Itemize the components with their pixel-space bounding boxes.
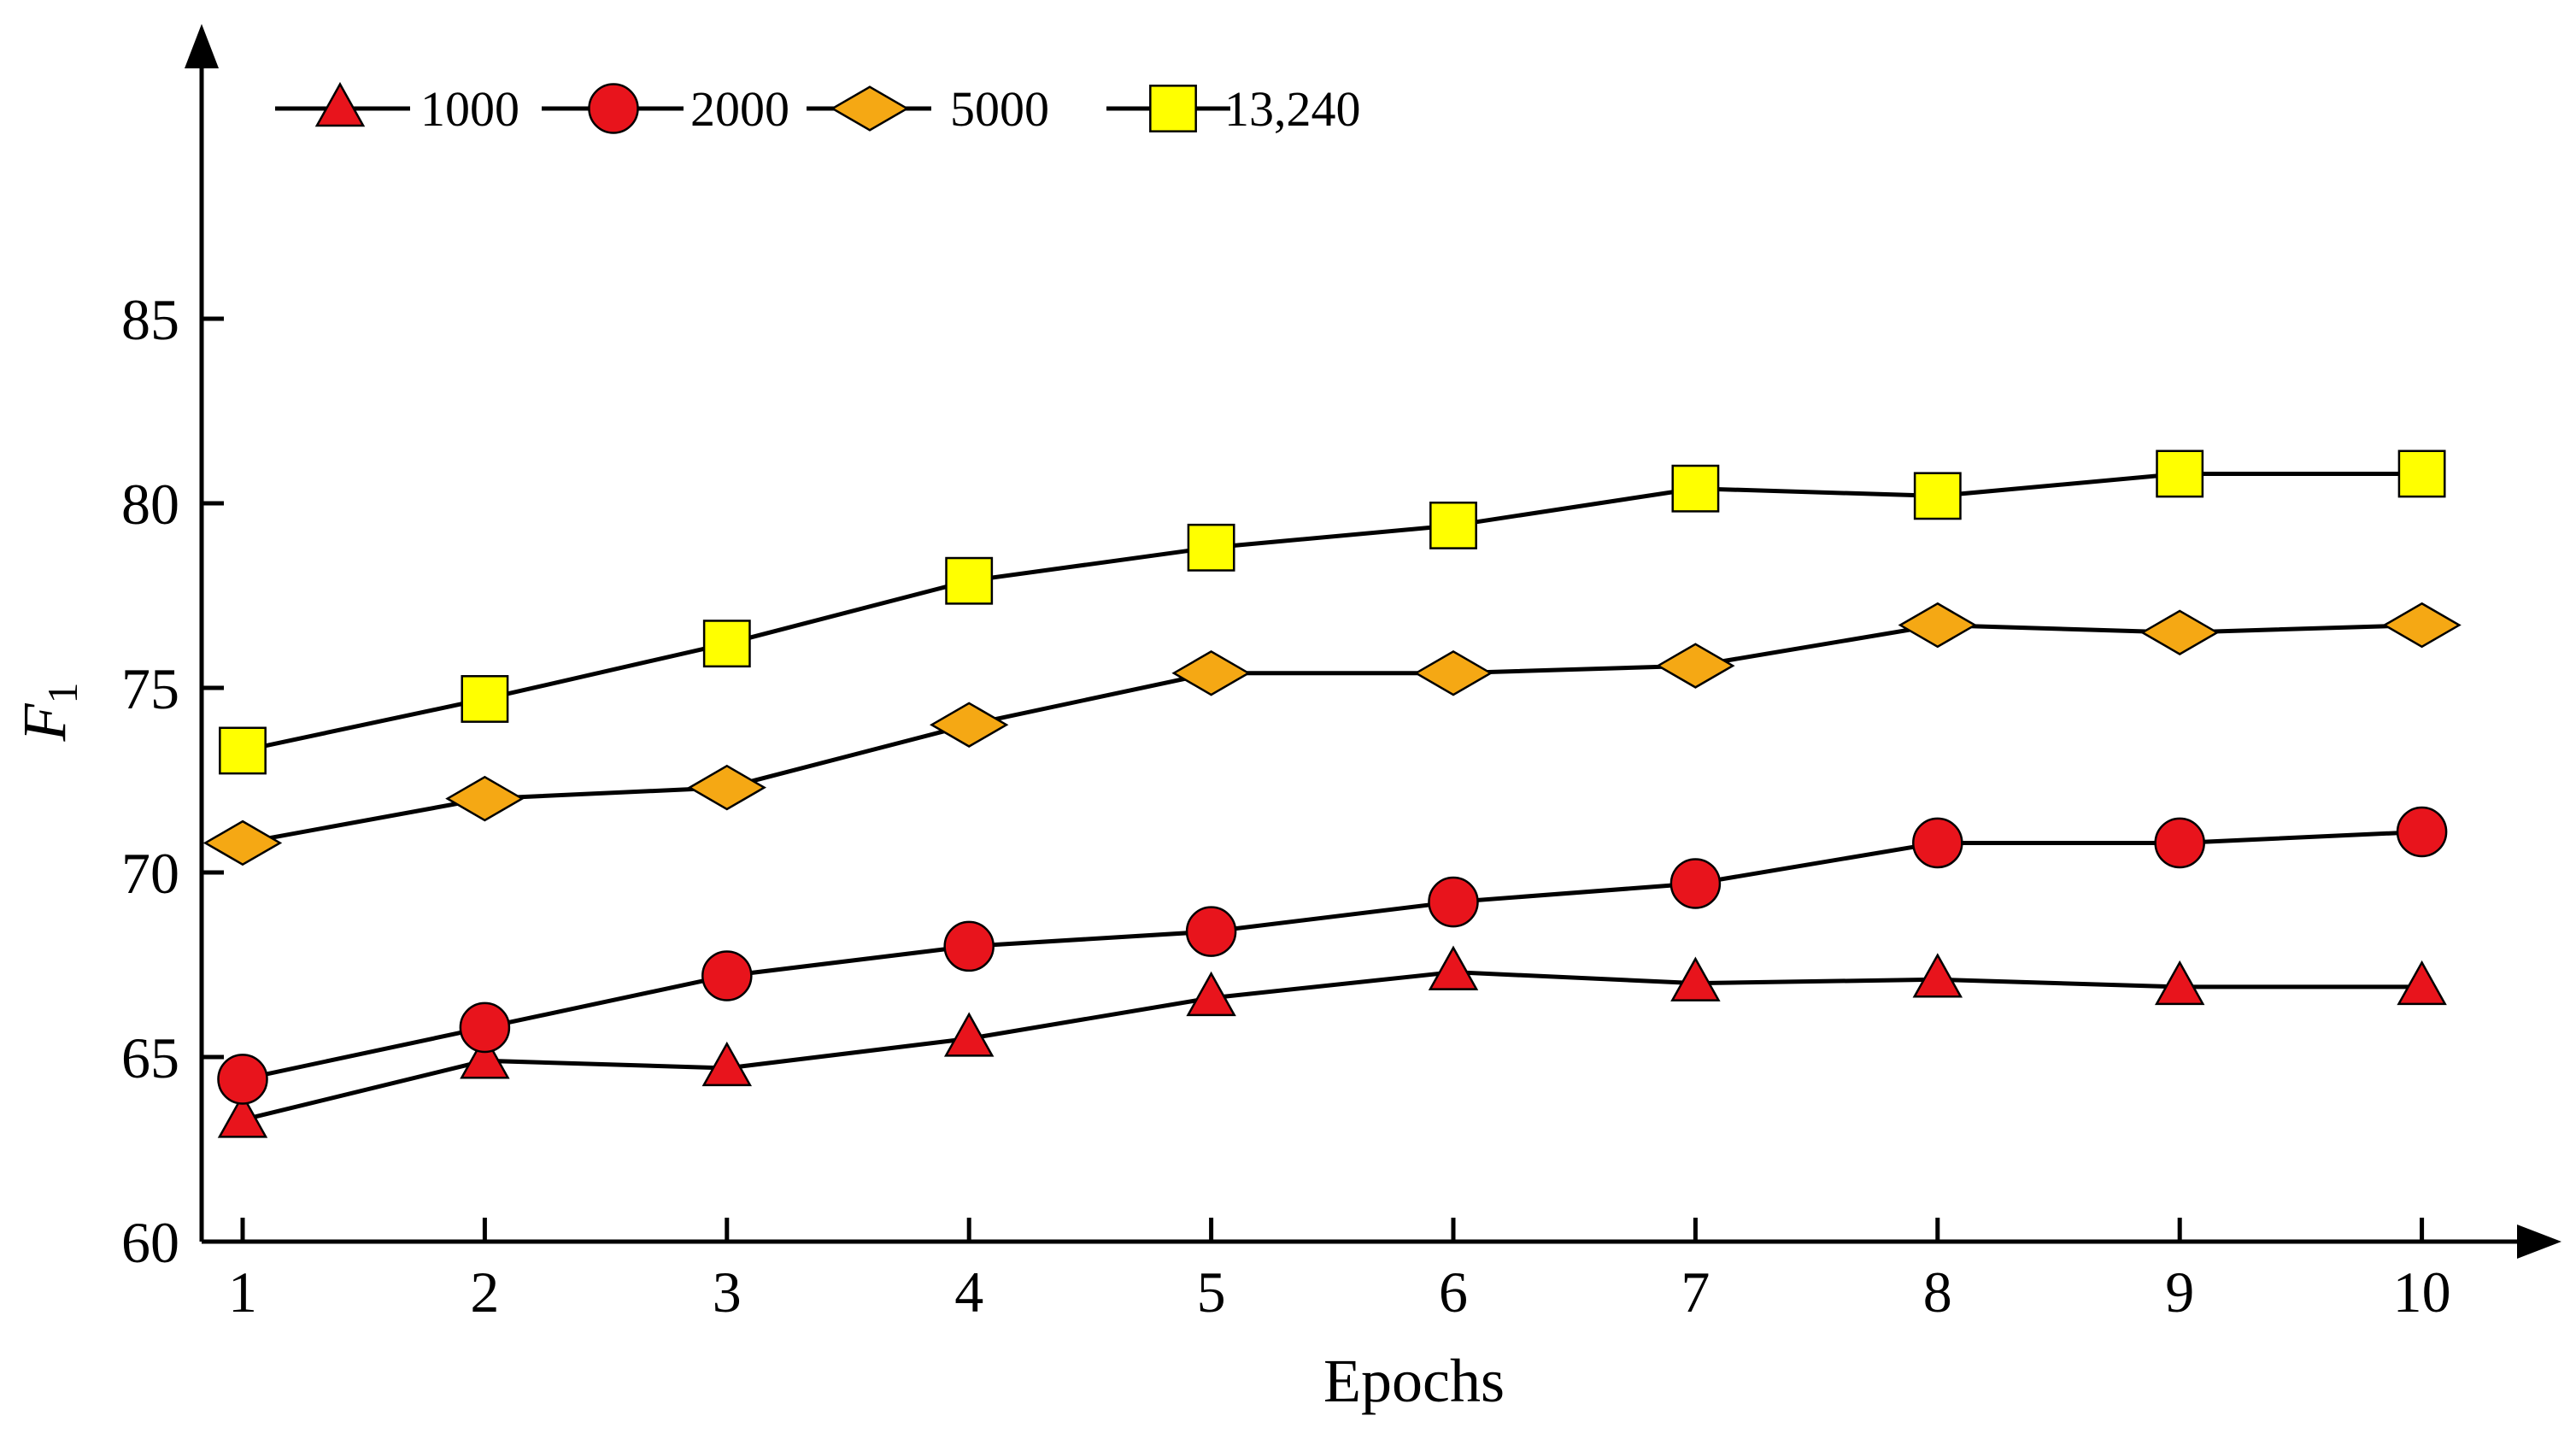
data-point-circle [701,950,753,1001]
data-point-square [945,556,994,605]
legend-item: 5000 [807,81,1049,137]
x-tick-label: 6 [1439,1260,1468,1324]
data-point-circle [1669,858,1722,909]
y-tick-label: 60 [121,1210,179,1275]
data-point-square [1913,472,1962,520]
x-ticks: 1 2 3 4 5 6 7 8 9 10 [228,1218,2451,1324]
data-point-square [1429,501,1477,549]
legend-marker-triangle [314,81,366,127]
y-axis-title: F1 [10,683,86,743]
data-point-circle [943,920,995,972]
data-point-circle [1912,817,1963,869]
x-axis-arrow [2517,1225,2561,1259]
data-point-diamond [445,775,525,822]
y-tick-label: 65 [121,1025,179,1090]
data-point-square [2156,449,2204,498]
series-2000 [217,806,2448,1105]
data-point-square [702,620,751,668]
data-point-diamond [1413,649,1493,696]
data-point-square [1671,464,1720,513]
y-axis-title-base: F [10,702,79,742]
legend-label: 13,240 [1224,81,1361,137]
x-tick-label: 3 [713,1260,742,1324]
legend-item: 13,240 [1106,81,1361,137]
x-tick-label: 2 [470,1260,499,1324]
legend-label: 1000 [420,81,519,137]
series-line-13240 [242,471,2422,753]
data-point-triangle [701,1041,753,1087]
series-line-2000 [242,829,2422,1082]
data-point-square [461,675,509,723]
data-point-triangle [2397,960,2447,1006]
y-tick-label: 70 [121,841,179,906]
data-point-circle [217,1054,268,1105]
data-point-triangle [1912,953,1963,998]
data-point-circle [2396,806,2448,858]
legend: 1000 2000 5000 13,240 [275,81,1361,137]
data-point-triangle [1428,945,1479,990]
series-layer [202,449,2462,1138]
data-point-diamond [1656,643,1735,689]
data-point-diamond [2140,609,2220,655]
series-line-5000 [242,623,2422,845]
data-point-square [219,726,267,775]
legend-marker-square [1149,85,1197,132]
series-5000 [202,602,2462,866]
data-point-triangle [1670,956,1721,1001]
legend-item: 2000 [542,81,789,137]
data-point-circle [459,1001,511,1054]
x-tick-label: 10 [2393,1260,2451,1324]
data-point-diamond [202,819,283,866]
y-axis-arrow [185,24,219,68]
legend-marker-circle [588,83,639,134]
data-point-circle [1428,876,1479,928]
x-tick-label: 7 [1681,1260,1710,1324]
y-ticks: 60 65 70 75 80 85 [121,287,224,1275]
legend-item: 1000 [275,81,519,137]
y-tick-label: 75 [121,656,179,721]
data-point-triangle [460,1034,510,1079]
x-tick-label: 4 [954,1260,983,1324]
y-axis-title-subscript: 1 [38,683,86,704]
data-point-diamond [1171,649,1251,696]
legend-marker-diamond [830,85,910,132]
x-tick-label: 1 [228,1260,257,1324]
series-line-1000 [242,970,2422,1122]
data-point-square [2397,449,2446,498]
legend-label: 2000 [690,81,789,137]
x-tick-label: 5 [1197,1260,1226,1324]
data-point-circle [1185,906,1237,957]
data-point-diamond [2382,602,2462,649]
legend-label: 5000 [950,81,1049,137]
data-point-triangle [2154,960,2205,1006]
data-point-diamond [687,764,766,811]
series-13240 [219,449,2446,775]
x-axis-title: Epochs [1323,1347,1505,1415]
data-point-circle [2154,817,2205,869]
series-1000 [217,945,2447,1138]
data-point-triangle [217,1093,268,1138]
data-point-diamond [930,702,1009,748]
data-point-diamond [1898,602,1977,649]
x-tick-label: 8 [1923,1260,1952,1324]
x-tick-label: 9 [2165,1260,2194,1324]
y-tick-label: 85 [121,287,179,352]
y-tick-label: 80 [121,472,179,537]
data-point-square [1187,523,1235,572]
data-point-triangle [1186,971,1236,1017]
data-point-triangle [943,1012,995,1057]
axes [185,24,2561,1259]
